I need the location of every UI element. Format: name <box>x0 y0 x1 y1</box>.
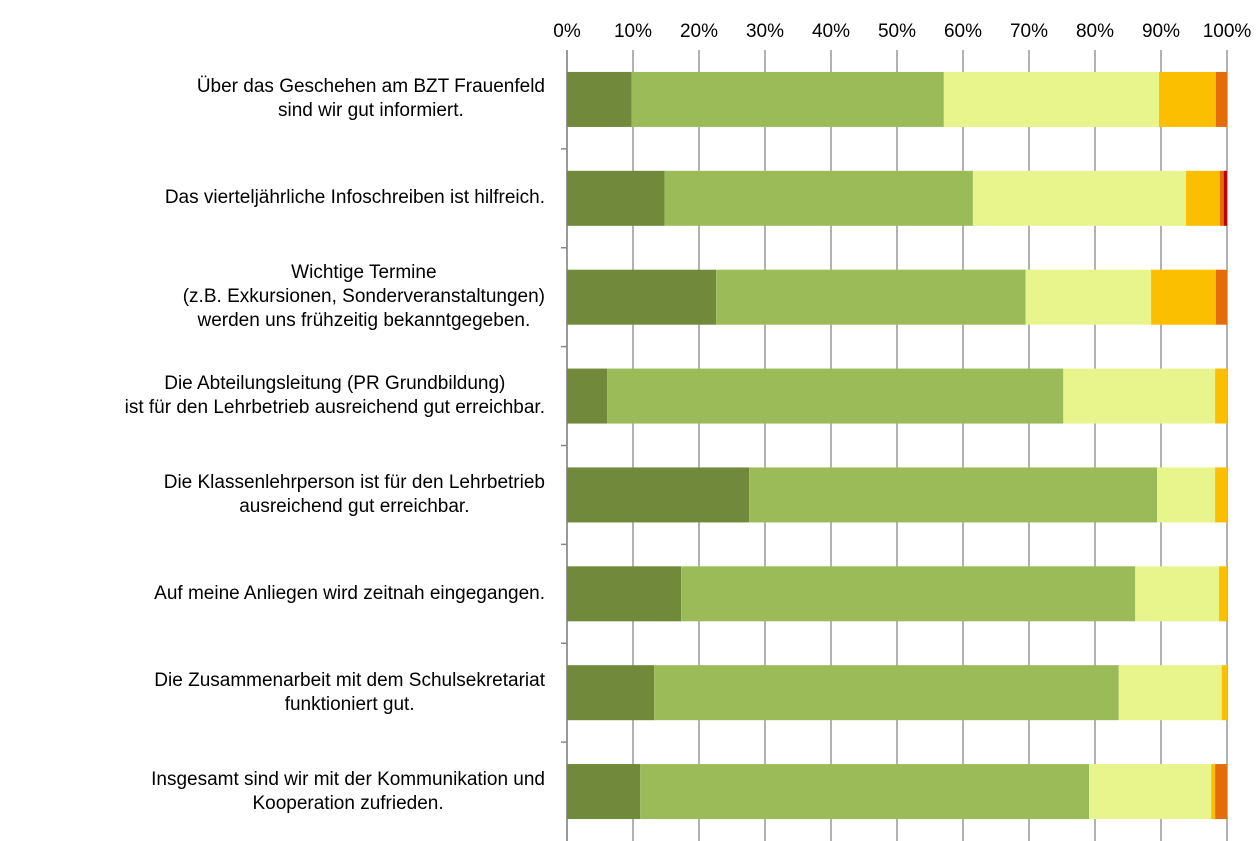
x-tick-label: 50% <box>878 21 916 42</box>
category-label: Die Zusammenarbeit mit dem Schulsekretar… <box>154 669 545 715</box>
x-tick-label: 30% <box>746 21 784 42</box>
x-tick-label: 60% <box>944 21 982 42</box>
x-tick-label: 20% <box>680 21 718 42</box>
bar-segment <box>1215 368 1227 424</box>
category-label-box: Wichtige Termine (z.B. Exkursionen, Sond… <box>0 248 545 347</box>
category-label-box: Die Zusammenarbeit mit dem Schulsekretar… <box>0 643 545 742</box>
x-tick-label: 70% <box>1010 21 1048 42</box>
bar-segment <box>640 764 1090 820</box>
bar-segment <box>664 170 973 226</box>
bar-segment <box>1215 71 1227 127</box>
bar-segment <box>1089 764 1212 820</box>
category-label-box: Das vierteljährliche Infoschreiben ist h… <box>0 149 545 248</box>
category-label-box: Auf meine Anliegen wird zeitnah eingegan… <box>0 544 545 643</box>
bar-segment <box>681 566 1136 622</box>
category-label: Das vierteljährliche Infoschreiben ist h… <box>164 187 545 209</box>
category-label: Die Abteilungsleitung (PR Grundbildung) … <box>124 373 545 419</box>
bar-segment <box>972 170 1187 226</box>
x-tick-label: 80% <box>1076 21 1114 42</box>
bar-segment <box>567 71 632 127</box>
bar-segment <box>1219 170 1224 226</box>
category-label: Insgesamt sind wir mit der Kommunikation… <box>151 768 545 814</box>
category-label-box: Insgesamt sind wir mit der Kommunikation… <box>0 742 545 841</box>
bar-segment <box>1215 269 1227 325</box>
bar-segment <box>1215 764 1227 820</box>
x-tick-label: 10% <box>614 21 652 42</box>
bar-segment <box>567 665 655 721</box>
bar-segment <box>1215 467 1227 523</box>
bar-segment <box>567 764 641 820</box>
bar-segment <box>567 566 682 622</box>
category-label: Wichtige Termine (z.B. Exkursionen, Sond… <box>182 262 545 332</box>
bar-segment <box>1221 665 1227 721</box>
x-tick-label: 90% <box>1142 21 1180 42</box>
bar-segment <box>1135 566 1220 622</box>
x-tick-label: 100% <box>1203 21 1252 42</box>
bar-segment <box>631 71 944 127</box>
category-label-box: Über das Geschehen am BZT Frauenfeld sin… <box>0 50 545 149</box>
bar-segment <box>567 170 665 226</box>
bar-segment <box>716 269 1026 325</box>
category-label: Die Klassenlehrperson ist für den Lehrbe… <box>163 471 545 517</box>
x-tick-label: 0% <box>553 21 581 42</box>
bar-segment <box>654 665 1119 721</box>
bar-segment <box>749 467 1158 523</box>
bar-segment <box>1211 764 1216 820</box>
bar-segment <box>943 71 1160 127</box>
bar-segment <box>567 467 750 523</box>
category-label-box: Die Klassenlehrperson ist für den Lehrbe… <box>0 446 545 545</box>
bar-segment <box>567 368 608 424</box>
bar-segment <box>1186 170 1220 226</box>
category-label: Über das Geschehen am BZT Frauenfeld sin… <box>196 76 545 122</box>
bar-segment <box>1219 566 1227 622</box>
bar-segment <box>1151 269 1216 325</box>
category-label: Auf meine Anliegen wird zeitnah eingegan… <box>154 582 545 604</box>
category-label-box: Die Abteilungsleitung (PR Grundbildung) … <box>0 347 545 446</box>
bar-segment <box>1223 170 1227 226</box>
bar-segment <box>1118 665 1222 721</box>
bar-segment <box>1157 467 1216 523</box>
bar-segment <box>1063 368 1216 424</box>
bar-segment <box>607 368 1064 424</box>
bar-segment <box>1025 269 1152 325</box>
bar-segment <box>1159 71 1216 127</box>
bar-segment <box>567 269 717 325</box>
x-tick-label: 40% <box>812 21 850 42</box>
